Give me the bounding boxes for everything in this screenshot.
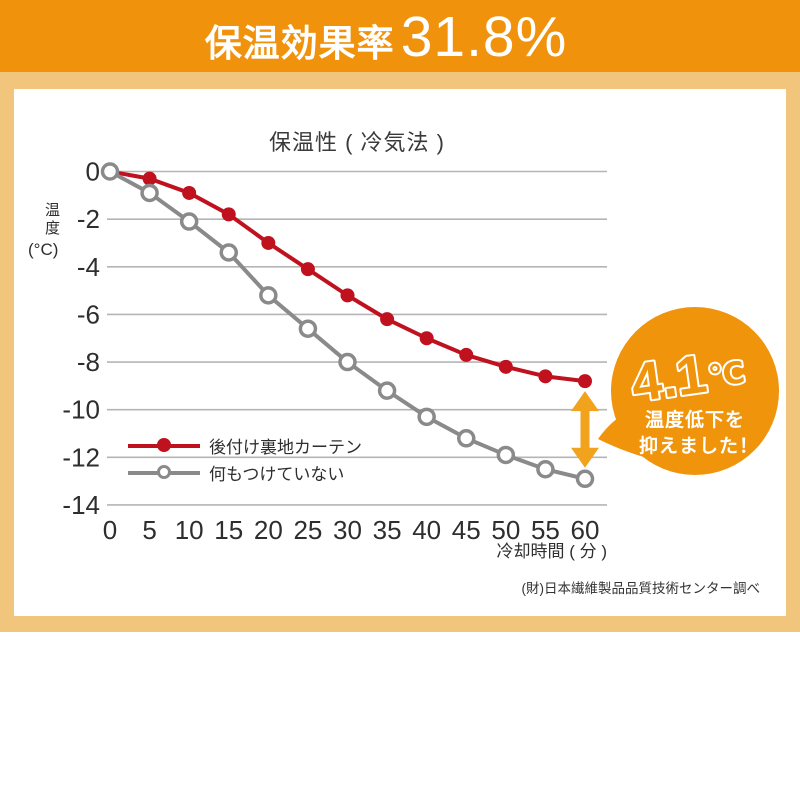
line-chart: 0-2-4-6-8-10-12-140 5 10 15 20 25 30 35 40 45 50 55…: [62, 157, 779, 546]
x-tick-label: 30: [333, 515, 362, 545]
header-value: 31.8%: [400, 5, 568, 69]
badge-value-number: 4.1: [628, 344, 711, 414]
legend: 後付け裏地カーテン 何もつけていない: [128, 434, 362, 488]
y-axis-unit: (°C): [28, 240, 59, 259]
x-tick-label: 5: [142, 515, 156, 545]
y-tick-label: -14: [62, 490, 100, 520]
x-tick-label: 60: [571, 515, 600, 545]
y-tick-label: -2: [77, 204, 100, 234]
x-tick-label: 50: [491, 515, 520, 545]
y-tick-label: -12: [62, 442, 100, 472]
source-note: (財)日本繊維製品品質技術センター調べ: [521, 581, 761, 596]
x-tick-label: 15: [214, 515, 243, 545]
y-axis-label: 温度: [43, 202, 60, 238]
header-label: 保温効果率: [204, 23, 395, 64]
legend-sample-red-line: [128, 434, 200, 456]
x-tick-label: 10: [175, 515, 204, 545]
y-tick-label: -4: [77, 252, 100, 282]
legend-label: 後付け裏地カーテン: [209, 437, 362, 457]
badge-value: 4.1℃: [628, 338, 749, 413]
x-tick-label: 0: [103, 515, 117, 545]
header-title: 保温効果率 31.8%: [205, 4, 568, 70]
legend-dot-open: [157, 465, 171, 479]
badge-circle: [611, 307, 779, 475]
axis-ticks: 0-2-4-6-8-10-12-140 5 10 15 20 25 30 35 40 45 50 55…: [62, 157, 599, 546]
y-tick-label: -10: [62, 395, 100, 425]
x-tick-label: 45: [452, 515, 481, 545]
y-tick-label: -8: [77, 347, 100, 377]
chart-title: 保温性 ( 冷気法 ): [269, 130, 445, 155]
header-band: 保温効果率 31.8%: [0, 0, 800, 72]
legend-dot-filled: [157, 438, 171, 452]
x-tick-label: 35: [373, 515, 402, 545]
legend-sample-gray-line: [128, 461, 200, 483]
legend-item-curtain: 後付け裏地カーテン: [128, 434, 362, 457]
badge-text-line2: 抑えました！: [639, 435, 759, 457]
data-series: [100, 162, 595, 489]
chart-card: 0 -2 -4 -6 -8 -10 -12 -14 0 5 10 15 20 25 30 35 40 45 50 55…: [14, 89, 786, 616]
legend-label: 何もつけていない: [209, 464, 345, 484]
legend-item-nothing: 何もつけていない: [128, 461, 362, 484]
x-tick-label: 25: [293, 515, 322, 545]
x-tick-label: 55: [531, 515, 560, 545]
difference-arrow: [571, 391, 599, 468]
y-tick-label: 0: [86, 157, 100, 187]
badge-text-line1: 温度低下を: [645, 408, 745, 431]
x-tick-label: 40: [412, 515, 441, 545]
x-axis-label: 冷却時間 ( 分 ): [496, 542, 608, 561]
badge-callout: 4.1℃ 温度低下を 抑えました！: [598, 307, 779, 475]
badge-value-unit: ℃: [706, 356, 747, 394]
x-tick-label: 20: [254, 515, 283, 545]
y-tick-label: -6: [77, 299, 100, 329]
